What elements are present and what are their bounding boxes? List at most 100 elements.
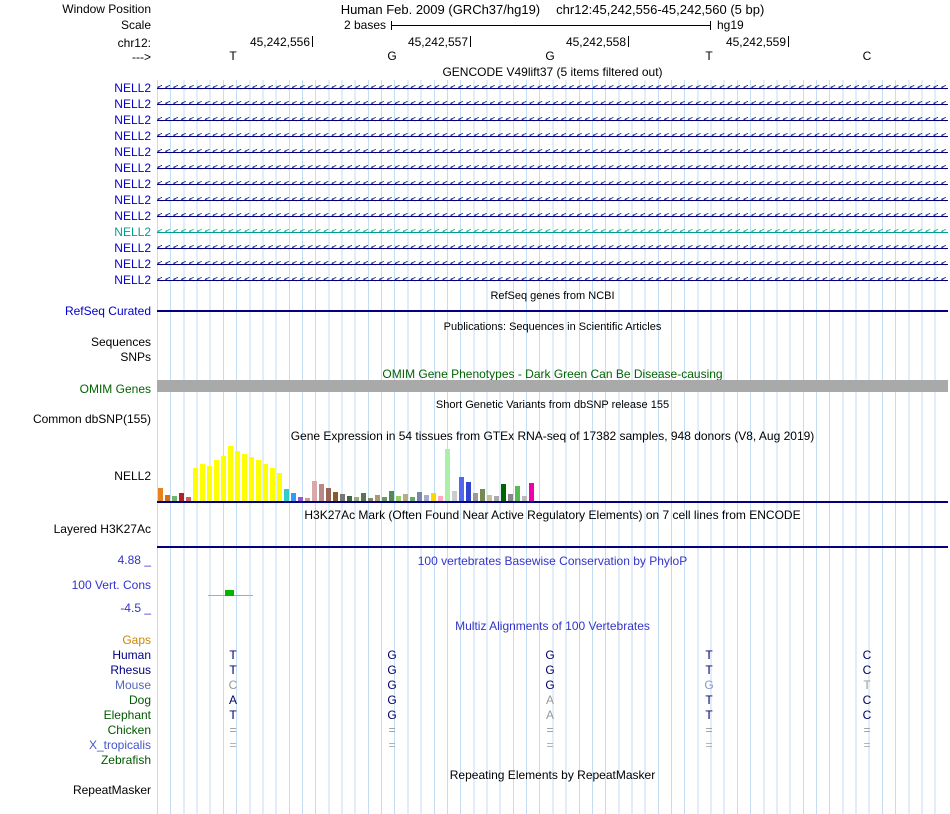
gtex-expression-bar[interactable] (494, 496, 499, 501)
gtex-expression-bar[interactable] (249, 457, 254, 501)
gtex-expression-bar[interactable] (340, 494, 345, 501)
gtex-expression-bar[interactable] (466, 482, 471, 501)
gtex-gene-label[interactable]: NELL2 (114, 469, 151, 483)
omim-gene-bar[interactable] (157, 380, 948, 392)
gencode-transcript[interactable]: <<<<<<<<<<<<<<<<<<<<<<<<<<<<<<<<<<<<<<<<… (157, 272, 948, 288)
gtex-expression-bar[interactable] (298, 497, 303, 501)
gencode-transcript[interactable]: <<<<<<<<<<<<<<<<<<<<<<<<<<<<<<<<<<<<<<<<… (157, 176, 948, 192)
gtex-chart[interactable] (157, 444, 948, 501)
refseq-curated-label[interactable]: RefSeq Curated (64, 304, 151, 318)
gencode-transcript[interactable]: <<<<<<<<<<<<<<<<<<<<<<<<<<<<<<<<<<<<<<<<… (157, 208, 948, 224)
gencode-gene-label[interactable]: NELL2 (114, 97, 151, 111)
gtex-expression-bar[interactable] (431, 493, 436, 501)
multiz-species-label[interactable]: Gaps (122, 633, 151, 647)
gencode-transcript[interactable]: <<<<<<<<<<<<<<<<<<<<<<<<<<<<<<<<<<<<<<<<… (157, 192, 948, 208)
gencode-transcript[interactable]: <<<<<<<<<<<<<<<<<<<<<<<<<<<<<<<<<<<<<<<<… (157, 224, 948, 240)
gencode-transcript[interactable]: <<<<<<<<<<<<<<<<<<<<<<<<<<<<<<<<<<<<<<<<… (157, 160, 948, 176)
gtex-expression-bar[interactable] (501, 484, 506, 501)
gtex-expression-bar[interactable] (487, 495, 492, 501)
multiz-species-label[interactable]: Zebrafish (100, 753, 151, 767)
gtex-expression-bar[interactable] (333, 492, 338, 501)
gtex-expression-bar[interactable] (214, 460, 219, 501)
snps-track-label[interactable]: SNPs (120, 350, 151, 364)
gencode-gene-label[interactable]: NELL2 (114, 113, 151, 127)
gtex-expression-bar[interactable] (480, 489, 485, 501)
gtex-expression-bar[interactable] (515, 486, 520, 501)
gencode-transcript[interactable]: <<<<<<<<<<<<<<<<<<<<<<<<<<<<<<<<<<<<<<<<… (157, 128, 948, 144)
gtex-expression-bar[interactable] (452, 491, 457, 501)
gtex-expression-bar[interactable] (256, 460, 261, 501)
gtex-expression-bar[interactable] (277, 473, 282, 501)
gencode-gene-label[interactable]: NELL2 (114, 193, 151, 207)
gtex-expression-bar[interactable] (424, 495, 429, 501)
multiz-species-label[interactable]: Elephant (103, 708, 151, 722)
multiz-species-label[interactable]: X_tropicalis (88, 738, 151, 752)
gtex-expression-bar[interactable] (417, 492, 422, 501)
repeatmasker-label[interactable]: RepeatMasker (72, 783, 151, 797)
gtex-expression-bar[interactable] (228, 446, 233, 501)
multiz-species-label[interactable]: Rhesus (110, 663, 151, 677)
gencode-transcript[interactable]: <<<<<<<<<<<<<<<<<<<<<<<<<<<<<<<<<<<<<<<<… (157, 240, 948, 256)
gtex-expression-bar[interactable] (445, 449, 450, 501)
sequences-track-label[interactable]: Sequences (90, 335, 151, 349)
refseq-curated-item[interactable] (157, 310, 948, 312)
gtex-expression-bar[interactable] (375, 495, 380, 501)
gtex-expression-bar[interactable] (312, 481, 317, 501)
gtex-expression-bar[interactable] (263, 464, 268, 501)
gtex-expression-bar[interactable] (242, 454, 247, 501)
gtex-expression-bar[interactable] (354, 497, 359, 501)
gencode-gene-label[interactable]: NELL2 (114, 225, 151, 239)
conservation-score-bar[interactable] (225, 590, 234, 596)
gencode-transcript[interactable]: <<<<<<<<<<<<<<<<<<<<<<<<<<<<<<<<<<<<<<<<… (157, 80, 948, 96)
gencode-transcript[interactable]: <<<<<<<<<<<<<<<<<<<<<<<<<<<<<<<<<<<<<<<<… (157, 256, 948, 272)
gtex-expression-bar[interactable] (368, 498, 373, 501)
vert-cons-label[interactable]: 100 Vert. Cons (71, 578, 151, 592)
multiz-species-label[interactable]: Mouse (114, 678, 151, 692)
gtex-expression-bar[interactable] (473, 493, 478, 501)
gtex-expression-bar[interactable] (361, 493, 366, 501)
gtex-expression-bar[interactable] (326, 488, 331, 501)
gtex-expression-bar[interactable] (165, 495, 170, 501)
gtex-expression-bar[interactable] (438, 496, 443, 501)
gtex-expression-bar[interactable] (284, 489, 289, 501)
gtex-expression-bar[interactable] (270, 468, 275, 501)
gtex-expression-bar[interactable] (186, 497, 191, 501)
gencode-transcript[interactable]: <<<<<<<<<<<<<<<<<<<<<<<<<<<<<<<<<<<<<<<<… (157, 96, 948, 112)
gencode-gene-label[interactable]: NELL2 (114, 145, 151, 159)
gencode-gene-label[interactable]: NELL2 (114, 209, 151, 223)
gtex-expression-bar[interactable] (508, 494, 513, 501)
omim-genes-label[interactable]: OMIM Genes (79, 382, 151, 396)
gtex-expression-bar[interactable] (200, 464, 205, 501)
multiz-species-label[interactable]: Dog (128, 693, 151, 707)
gtex-expression-bar[interactable] (389, 491, 394, 501)
dbsnp-label[interactable]: Common dbSNP(155) (32, 412, 151, 426)
gtex-expression-bar[interactable] (158, 488, 163, 501)
gtex-expression-bar[interactable] (410, 497, 415, 501)
gtex-expression-bar[interactable] (193, 468, 198, 501)
gtex-expression-bar[interactable] (347, 496, 352, 501)
gtex-expression-bar[interactable] (522, 496, 527, 501)
gtex-expression-bar[interactable] (382, 497, 387, 501)
multiz-species-label[interactable]: Chicken (107, 723, 151, 737)
gencode-gene-label[interactable]: NELL2 (114, 161, 151, 175)
gtex-expression-bar[interactable] (403, 494, 408, 501)
gtex-expression-bar[interactable] (179, 493, 184, 501)
gtex-expression-bar[interactable] (396, 496, 401, 501)
gtex-expression-bar[interactable] (291, 493, 296, 501)
gtex-expression-bar[interactable] (172, 496, 177, 501)
gtex-expression-bar[interactable] (235, 451, 240, 501)
gtex-expression-bar[interactable] (207, 466, 212, 501)
gencode-gene-label[interactable]: NELL2 (114, 81, 151, 95)
gtex-expression-bar[interactable] (221, 456, 226, 501)
gencode-transcript[interactable]: <<<<<<<<<<<<<<<<<<<<<<<<<<<<<<<<<<<<<<<<… (157, 144, 948, 160)
gtex-expression-bar[interactable] (459, 477, 464, 501)
gencode-gene-label[interactable]: NELL2 (114, 241, 151, 255)
gtex-expression-bar[interactable] (319, 484, 324, 501)
gencode-gene-label[interactable]: NELL2 (114, 257, 151, 271)
gencode-transcript[interactable]: <<<<<<<<<<<<<<<<<<<<<<<<<<<<<<<<<<<<<<<<… (157, 112, 948, 128)
multiz-species-label[interactable]: Human (112, 648, 151, 662)
gencode-gene-label[interactable]: NELL2 (114, 177, 151, 191)
gencode-gene-label[interactable]: NELL2 (114, 273, 151, 287)
h3k27ac-label[interactable]: Layered H3K27Ac (53, 522, 151, 536)
gtex-expression-bar[interactable] (529, 483, 534, 501)
